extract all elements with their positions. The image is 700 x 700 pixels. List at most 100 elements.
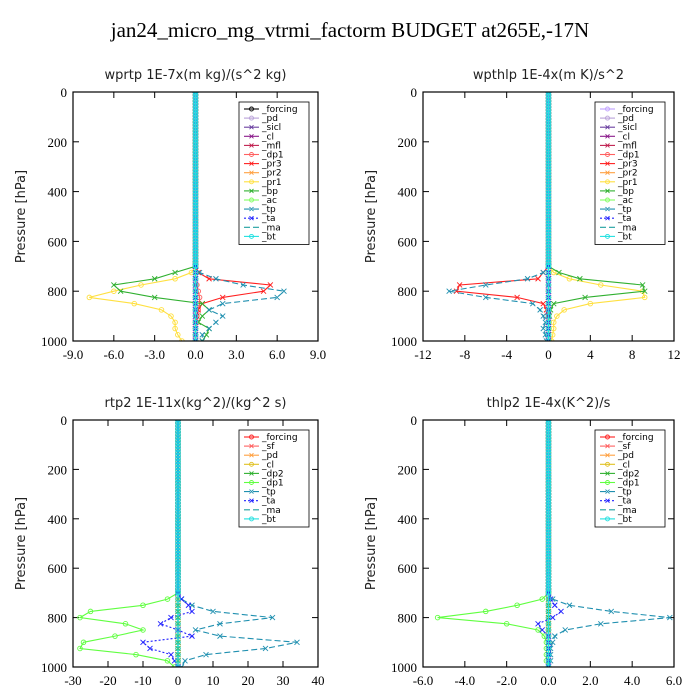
legend-marker xyxy=(249,179,254,185)
data-point xyxy=(164,658,171,664)
x-tick-label: 6.0 xyxy=(269,347,285,362)
y-tick-label: 800 xyxy=(398,284,418,299)
data-point xyxy=(175,645,181,652)
data-point xyxy=(185,602,192,609)
data-point xyxy=(540,269,547,276)
data-point xyxy=(545,583,552,589)
data-point xyxy=(175,497,181,503)
plot-frame xyxy=(72,91,319,342)
data-point xyxy=(551,633,558,639)
data-point xyxy=(545,452,552,459)
data-point xyxy=(175,443,181,450)
legend-marker xyxy=(249,215,254,221)
data-point xyxy=(192,95,199,101)
legend-marker xyxy=(605,106,610,112)
data-point xyxy=(545,547,552,554)
data-point xyxy=(545,217,552,224)
data-point xyxy=(598,282,604,288)
data-point xyxy=(545,202,552,209)
data-point xyxy=(172,325,178,332)
y-tick-label: 1000 xyxy=(41,660,67,675)
data-point xyxy=(608,608,615,615)
legend: _forcing_pd_sicl_cl_mfl_dp1_pr3_pr2_pr1_… xyxy=(594,101,666,245)
plot-frame xyxy=(72,419,319,668)
legend-entry-label: _ma xyxy=(261,223,281,233)
data-point xyxy=(175,532,181,539)
x-tick-label: -30 xyxy=(64,673,81,688)
legend-entry-label: _bp xyxy=(261,187,278,197)
data-point xyxy=(545,482,552,488)
legend-marker xyxy=(605,179,610,185)
data-point xyxy=(157,620,164,627)
data-point xyxy=(545,633,552,639)
x-tick-label: 12 xyxy=(668,347,681,362)
data-point xyxy=(549,596,556,602)
data-point xyxy=(262,645,269,652)
y-tick-label: 200 xyxy=(398,462,418,477)
y-tick-label: 600 xyxy=(48,234,68,249)
data-point xyxy=(175,608,181,615)
data-point xyxy=(545,470,552,477)
data-point xyxy=(175,467,181,474)
series-line-bp xyxy=(112,92,210,341)
legend-entry-label: _tp xyxy=(617,488,632,498)
data-point xyxy=(545,196,552,203)
x-tick-label: 0.0 xyxy=(540,673,556,688)
data-point xyxy=(545,125,552,131)
data-point xyxy=(192,247,199,254)
data-point xyxy=(192,166,199,173)
series-line-pr1 xyxy=(89,92,197,341)
data-point xyxy=(175,473,181,480)
data-point xyxy=(175,535,181,542)
data-point xyxy=(545,116,552,122)
data-point xyxy=(192,202,199,209)
data-point xyxy=(545,651,552,658)
data-point xyxy=(545,488,552,494)
data-point xyxy=(550,300,557,307)
data-point xyxy=(434,614,441,621)
data-point xyxy=(192,208,199,215)
data-point xyxy=(587,300,594,307)
data-point xyxy=(192,259,199,266)
data-point xyxy=(545,140,552,146)
y-tick-label: 800 xyxy=(48,284,68,299)
data-point xyxy=(545,506,552,512)
data-point xyxy=(140,639,146,646)
data-point xyxy=(192,131,199,137)
data-point xyxy=(175,538,181,545)
data-point xyxy=(545,503,552,509)
x-tick-label: 40 xyxy=(312,673,325,688)
data-point xyxy=(192,226,199,233)
data-point xyxy=(545,571,552,577)
data-point xyxy=(87,608,94,615)
legend-entry-label: _ta xyxy=(617,214,632,224)
legend-entry-label: _ma xyxy=(617,506,637,516)
data-point xyxy=(545,515,552,521)
data-point xyxy=(86,294,93,301)
data-point xyxy=(192,276,199,282)
legend-entry-label: _ta xyxy=(261,497,276,507)
data-point xyxy=(175,574,181,580)
data-point xyxy=(539,596,545,602)
data-point xyxy=(175,512,181,518)
data-point xyxy=(545,423,552,429)
legend-entry-label: _pr3 xyxy=(617,160,638,170)
data-point xyxy=(192,263,199,270)
legend-marker xyxy=(249,143,254,148)
data-point xyxy=(175,420,181,426)
data-point xyxy=(545,232,552,239)
data-point xyxy=(545,101,552,107)
y-axis-label: Pressure [hPa] xyxy=(364,170,379,263)
data-point xyxy=(545,128,552,134)
data-point xyxy=(206,307,212,313)
data-point xyxy=(192,338,199,341)
y-tick-label: 400 xyxy=(398,512,418,527)
data-point xyxy=(545,253,552,260)
data-point xyxy=(545,532,552,539)
data-point xyxy=(545,645,552,652)
y-tick-label: 1000 xyxy=(391,334,417,349)
data-point xyxy=(175,614,181,621)
data-point xyxy=(175,494,181,500)
data-point xyxy=(192,134,199,140)
legend-entry-label: _bt xyxy=(617,515,632,525)
